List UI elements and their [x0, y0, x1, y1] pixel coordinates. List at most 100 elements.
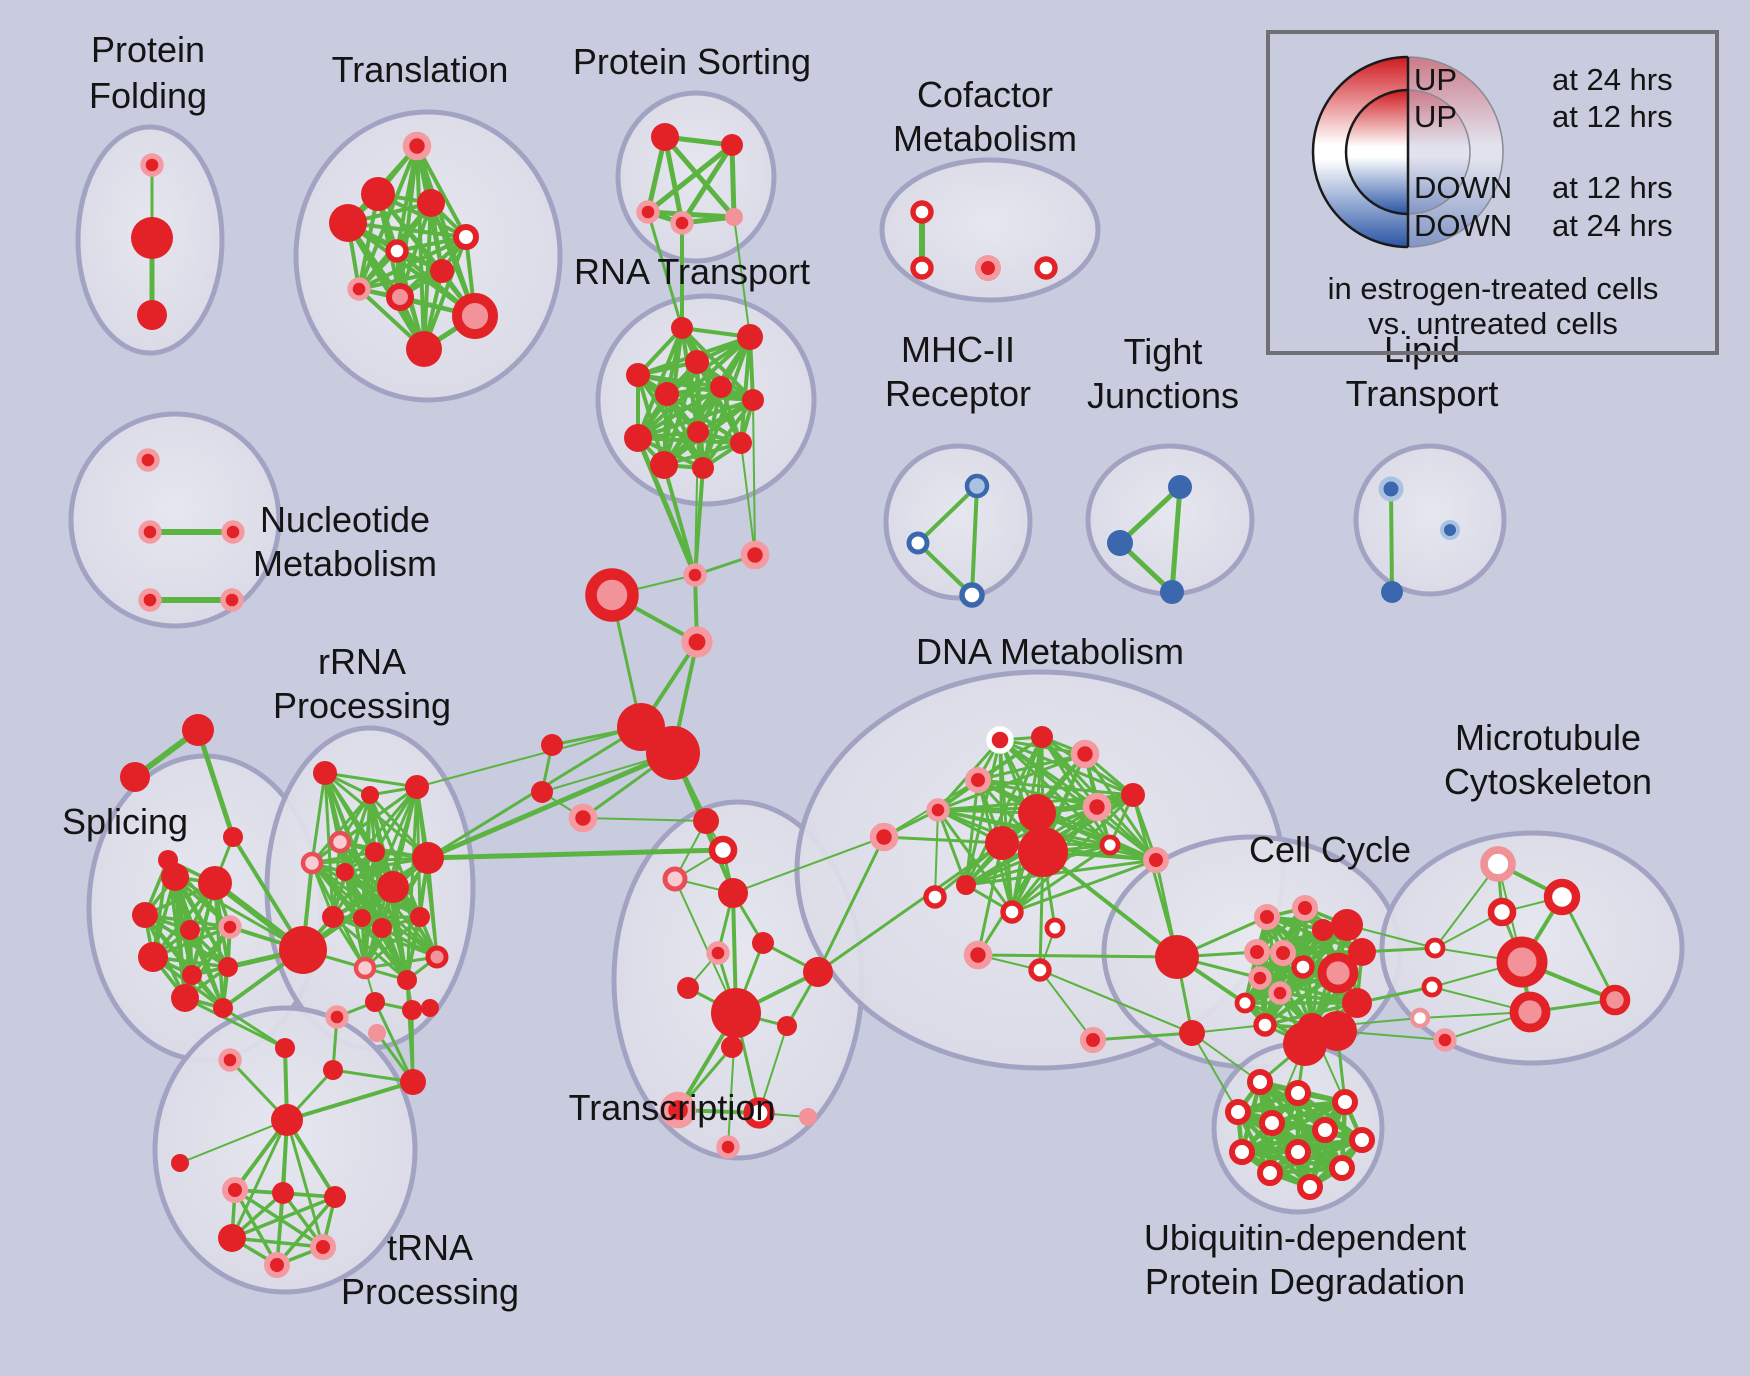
- protein-sorting-node-1: [721, 134, 743, 156]
- dna-metabolism-label: DNA Metabolism: [916, 631, 1184, 672]
- edge: [882, 835, 1004, 845]
- protein-folding-label: Protein: [91, 29, 205, 70]
- transcription-node-1: [708, 835, 738, 865]
- edge: [694, 431, 699, 576]
- edge: [275, 1195, 337, 1267]
- cofactor-metabolism-node-1: [910, 256, 934, 280]
- edge: [739, 335, 752, 445]
- dna-metabolism-node-19: [1179, 1020, 1205, 1046]
- dna-metabolism-node-5: [926, 798, 950, 822]
- rna-transport-node-5: [710, 376, 732, 398]
- legend-time-label: at 12 hrs: [1552, 99, 1673, 134]
- edge: [916, 484, 979, 545]
- cell-cycle-node-10: [1268, 981, 1292, 1005]
- rrna-processing-label: rRNA: [318, 641, 406, 682]
- transcription-node-12: [743, 1097, 775, 1129]
- cell-cycle-node-11: [1234, 992, 1256, 1014]
- tight-junctions-label: Junctions: [1087, 375, 1239, 416]
- spine-node-8: [568, 803, 598, 833]
- edge: [183, 996, 287, 1050]
- edge: [662, 463, 697, 577]
- edge: [635, 435, 698, 578]
- microtubule-cytoskeleton-node-5: [1599, 984, 1631, 1016]
- ubiquitin-degradation-label: Protein Degradation: [1145, 1261, 1465, 1302]
- edge: [740, 442, 756, 556]
- nucleotide-metabolism-node-3: [138, 588, 162, 612]
- rna-transport-node-11: [692, 457, 714, 479]
- rrna-processing-node-6: [365, 842, 385, 862]
- cell-cycle-node-12: [1253, 1013, 1277, 1037]
- microtubule-cytoskeleton-node-0: [1480, 846, 1516, 882]
- dna-metabolism-node-21: [1000, 900, 1024, 924]
- legend-wheel-fade: [1408, 57, 1503, 247]
- edge: [425, 750, 676, 861]
- spine-node-2: [585, 568, 639, 622]
- ubiquitin-degradation-node-10: [1257, 1160, 1283, 1186]
- edge: [665, 392, 755, 402]
- ubiquitin-degradation-node-4: [1259, 1110, 1285, 1136]
- edge: [645, 142, 735, 215]
- dna-metabolism-node-14: [963, 940, 993, 970]
- edge: [1389, 487, 1394, 594]
- rrna-processing-node-12: [410, 907, 430, 927]
- ubiquitin-degradation-label: Ubiquitin-dependent: [1144, 1217, 1466, 1258]
- microtubule-cytoskeleton-label: Microtubule: [1455, 717, 1641, 758]
- dna-metabolism-node-2: [1031, 726, 1053, 748]
- tight-junctions-node-1: [1107, 530, 1133, 556]
- cofactor-metabolism-node-0: [910, 200, 934, 224]
- edge: [636, 385, 723, 440]
- protein-sorting-node-4: [725, 208, 743, 226]
- edge: [285, 1118, 325, 1249]
- microtubule-cytoskeleton-node-6: [1424, 937, 1446, 959]
- edge: [1235, 1099, 1348, 1115]
- edge: [173, 875, 305, 952]
- protein-sorting-node-3: [670, 211, 694, 235]
- legend: UP at 24 hrs UP at 12 hrs DOWN at 12 hrs DOWN a…: [1266, 30, 1719, 355]
- rna-transport-node-0: [671, 317, 693, 339]
- mhc-ii-receptor-node-1: [906, 531, 930, 555]
- ubiquitin-degradation-node-1: [1285, 1080, 1311, 1106]
- dna-metabolism-node-18: [1155, 935, 1199, 979]
- edge: [425, 847, 726, 861]
- cell-cycle-node-9: [1248, 966, 1272, 990]
- cofactor-metabolism-label: Cofactor: [917, 74, 1053, 115]
- cell-cycle-node-6: [1270, 940, 1296, 966]
- splicing-node-8: [138, 942, 168, 972]
- trna-processing-label: tRNA: [387, 1227, 473, 1268]
- legend-caption: in estrogen-treated cells: [1328, 271, 1659, 306]
- translation-node-8: [385, 282, 415, 312]
- trna-processing-node-11: [272, 1182, 294, 1204]
- rrna-processing-node-10: [353, 909, 371, 927]
- edge: [1117, 484, 1183, 546]
- protein-sorting-node-0: [651, 123, 679, 151]
- nucleotide-metabolism-label: Nucleotide: [260, 499, 430, 540]
- transcription-node-7: [803, 957, 833, 987]
- cell-cycle-node-7: [1291, 955, 1315, 979]
- cofactor-metabolism-label: Metabolism: [893, 118, 1077, 159]
- microtubule-cytoskeleton-node-7: [1421, 976, 1443, 998]
- translation-label: Translation: [332, 49, 509, 90]
- edge: [1091, 1031, 1194, 1042]
- splicing-node-4: [198, 866, 232, 900]
- splicing-node-14: [218, 1048, 242, 1072]
- ubiquitin-degradation-node-9: [1329, 1155, 1355, 1181]
- cell-cycle-node-2: [1312, 919, 1334, 941]
- splicing-label: Splicing: [62, 801, 188, 842]
- edge: [363, 955, 439, 970]
- rrna-processing-node-2: [405, 775, 429, 799]
- legend-box: [1266, 30, 1719, 355]
- edge: [582, 817, 707, 822]
- transcription-label: Transcription: [569, 1087, 776, 1128]
- edge: [331, 915, 409, 982]
- microtubule-cytoskeleton-node-9: [1433, 1028, 1457, 1052]
- protein-folding-node-2: [137, 300, 167, 330]
- legend-wheel-arc: [1407, 56, 1504, 248]
- edge: [1239, 1127, 1328, 1155]
- rna-transport-node-8: [687, 421, 709, 443]
- trna-processing-node-9: [171, 1154, 189, 1172]
- rna-transport-node-1: [737, 324, 763, 350]
- ubiquitin-degradation-node-11: [1297, 1174, 1323, 1200]
- dna-metabolism-node-1: [986, 726, 1014, 754]
- edge: [1560, 895, 1617, 1002]
- rna-transport-node-2: [685, 350, 709, 374]
